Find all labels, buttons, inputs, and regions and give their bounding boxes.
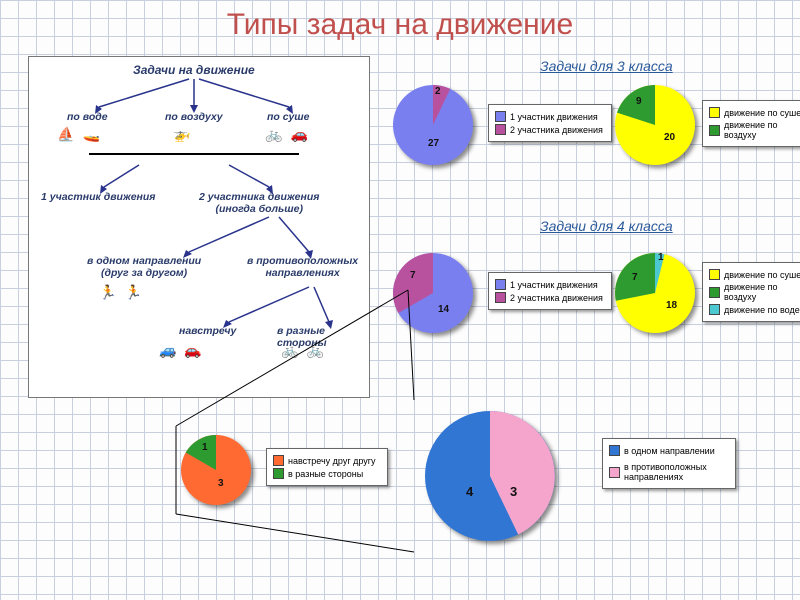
c6-v0: 4	[466, 484, 473, 499]
c3b-l1: движение по воздуху	[724, 120, 800, 140]
c3b-v1: 9	[636, 96, 642, 107]
c4b-v2: 1	[658, 252, 664, 263]
l3-opp: в противоположных направлениях	[247, 255, 358, 279]
legend-c3b: движение по суше движение по воздуху	[702, 100, 800, 147]
c5-l1: в разные стороны	[288, 469, 363, 479]
c4b-v1: 7	[632, 272, 638, 283]
c4b-l0: движение по суше	[724, 270, 800, 280]
l3-same: в одном направлении (друг за другом)	[87, 255, 201, 279]
c4b-l1: движение по воздуху	[724, 282, 800, 302]
same-dir-icons: 🏃🏃	[99, 285, 142, 299]
l4-toward: навстречу	[179, 325, 236, 337]
legend-c3a: 1 участник движения 2 участника движения	[488, 104, 612, 142]
c3b-l0: движение по суше	[724, 108, 800, 118]
legend-c5: навстречу друг другу в разные стороны	[266, 448, 388, 486]
c3a-v1: 2	[435, 86, 441, 97]
c4a-l0: 1 участник движения	[510, 280, 598, 290]
c6-l0: в одном направлении	[624, 446, 715, 456]
c3a-l1: 2 участника движения	[510, 125, 603, 135]
water-icons: ⛵🚤	[57, 127, 100, 141]
diagram-panel: Задачи на движение по воде по воздуху по…	[28, 56, 370, 398]
chart-c3b: 20 9	[612, 82, 698, 173]
chart-c4b: 18 7 1	[612, 250, 698, 341]
legend-c4b: движение по суше движение по воздуху дви…	[702, 262, 800, 322]
c4a-v0: 14	[438, 304, 449, 315]
c4a-l1: 2 участника движения	[510, 293, 603, 303]
l2-two: 2 участника движения (иногда больше)	[199, 191, 319, 215]
legend-c4a: 1 участник движения 2 участника движения	[488, 272, 612, 310]
c5-v1: 1	[202, 442, 208, 453]
link-class4[interactable]: Задачи для 4 класса	[540, 218, 673, 234]
l1-air: по воздуху	[165, 111, 223, 123]
c5-l0: навстречу друг другу	[288, 456, 376, 466]
l2-one: 1 участник движения	[41, 191, 156, 203]
chart-c4a: 14 7	[390, 250, 476, 341]
chart-c3a: 27 2	[390, 82, 476, 173]
apart-icons: 🚲🚲	[281, 343, 324, 357]
c4b-l2: движение по воде	[724, 305, 800, 315]
air-icons: 🚁	[173, 127, 190, 141]
link-class3[interactable]: Задачи для 3 класса	[540, 58, 673, 74]
c3a-l0: 1 участник движения	[510, 112, 598, 122]
l1-water: по воде	[67, 111, 108, 123]
c5-v0: 3	[218, 478, 224, 489]
toward-icons: 🚙🚗	[159, 343, 202, 357]
chart-c6: 4 3	[420, 406, 560, 551]
c3b-v0: 20	[664, 132, 675, 143]
c6-l1: в противоположных направлениях	[624, 462, 729, 482]
legend-c6: в одном направлении в противоположных на…	[602, 438, 736, 489]
c6-v1: 3	[510, 484, 517, 499]
c4a-v1: 7	[410, 270, 416, 281]
page-title: Типы задач на движение	[0, 0, 800, 42]
l1-land: по суше	[267, 111, 309, 123]
c3a-v0: 27	[428, 138, 439, 149]
land-icons: 🚲🚗	[265, 127, 308, 141]
chart-c5: 3 1	[178, 432, 254, 513]
c4b-v0: 18	[666, 300, 677, 311]
